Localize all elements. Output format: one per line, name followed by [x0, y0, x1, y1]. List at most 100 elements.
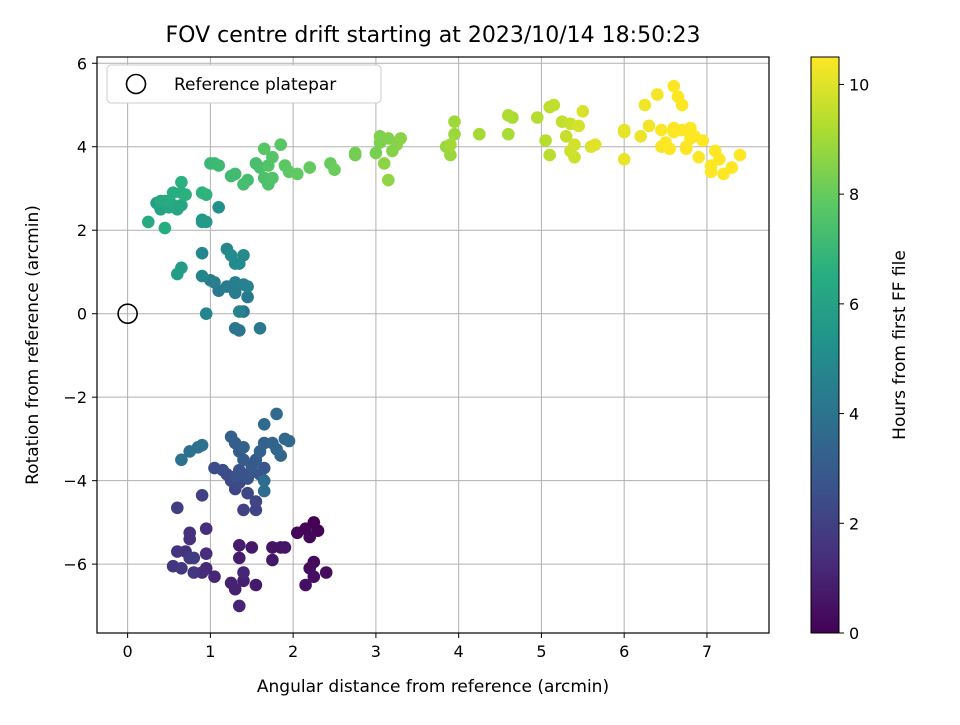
colorbar-tick-label: 2: [849, 514, 859, 533]
scatter-point: [543, 148, 556, 162]
scatter-point: [667, 79, 681, 93]
scatter-point: [617, 153, 631, 166]
colorbar-ticks: 0 2 4 6 8 10: [839, 75, 869, 643]
scatter-point: [224, 249, 238, 262]
scatter-point: [233, 257, 246, 270]
x-tick-label: 2: [288, 642, 298, 661]
scatter-point: [199, 547, 213, 560]
scatter-point: [142, 215, 155, 229]
scatter-point: [195, 489, 209, 502]
y-tick-label: −6: [63, 555, 87, 574]
y-tick-label: 6: [77, 54, 87, 73]
scatter-point: [299, 578, 312, 592]
scatter-point: [187, 566, 201, 579]
scatter-point: [444, 148, 457, 162]
scatter-point: [253, 322, 267, 335]
scatter-point: [291, 526, 304, 540]
scatter-point: [266, 553, 279, 567]
scatter-point: [241, 486, 254, 500]
scatter-point: [237, 441, 250, 454]
scatter-point: [448, 127, 461, 141]
scatter-point: [195, 269, 209, 283]
scatter-point: [249, 578, 263, 592]
scatter-point: [233, 305, 246, 318]
scatter-point: [233, 599, 246, 613]
x-axis-ticks: 0 1 2 3 4 5 6 7: [123, 633, 712, 661]
scatter-point: [679, 142, 693, 156]
scatter-point: [257, 418, 271, 431]
scatter-point: [179, 188, 192, 201]
scatter-point: [655, 123, 668, 137]
scatter-point: [278, 541, 292, 554]
colorbar-label: Hours from first FF file: [890, 250, 910, 440]
scatter-point: [208, 570, 221, 583]
scatter-point: [307, 570, 321, 583]
scatter-point: [382, 173, 395, 187]
scatter-point: [212, 201, 225, 214]
scatter-point: [675, 98, 689, 112]
plot-frame: [96, 56, 770, 634]
colorbar-tick-label: 6: [849, 295, 859, 314]
y-axis-label: Rotation from reference (arcmin): [23, 205, 43, 485]
scatter-point: [473, 127, 486, 141]
reference-platepar-marker: [117, 303, 138, 324]
scatter-point: [212, 159, 225, 172]
scatter-point: [568, 138, 581, 151]
scatter-point: [319, 566, 333, 579]
scatter-point: [257, 461, 271, 475]
scatter-point: [291, 167, 304, 181]
scatter-point: [175, 175, 188, 189]
scatter-point: [228, 322, 242, 335]
scatter-point: [195, 246, 209, 260]
y-tick-label: −2: [63, 388, 87, 407]
scatter-point: [642, 119, 656, 133]
scatter-point: [199, 307, 213, 321]
scatter-point: [158, 221, 172, 235]
scatter-point: [667, 125, 681, 139]
scatter-point: [696, 134, 710, 147]
y-tick-label: 0: [77, 305, 87, 324]
scatter-point: [394, 132, 408, 145]
scatter-point: [634, 130, 647, 143]
x-tick-label: 5: [536, 642, 546, 661]
scatter-point: [171, 545, 184, 558]
scatter-point: [502, 127, 515, 141]
scatter-point: [175, 562, 188, 575]
scatter-point: [266, 541, 279, 554]
legend-marker-icon: [125, 73, 147, 95]
scatter-point: [692, 150, 705, 164]
scatter-point: [303, 530, 317, 544]
scatter-point: [228, 167, 242, 181]
scatter-point: [539, 134, 552, 147]
scatter-point: [617, 125, 631, 139]
scatter-point: [547, 98, 561, 112]
scatter-point: [216, 463, 230, 477]
scatter-point: [282, 434, 296, 448]
scatter-point: [199, 188, 213, 201]
scatter-point: [576, 105, 590, 118]
scatter-point: [588, 138, 602, 151]
scatter-point: [369, 146, 383, 160]
x-tick-label: 0: [123, 642, 133, 661]
scatter-point: [572, 119, 585, 133]
scatter-point: [224, 576, 238, 590]
scatter-point: [233, 539, 246, 552]
scatter-point: [270, 407, 283, 421]
scatter-point: [638, 98, 652, 112]
x-tick-label: 3: [371, 642, 381, 661]
x-tick-label: 7: [702, 642, 712, 661]
scatter-point: [531, 111, 544, 124]
scatter-point: [233, 463, 246, 477]
scatter-point: [249, 495, 263, 508]
scatter-point: [175, 453, 188, 467]
scatter-point: [559, 130, 573, 143]
scatter-point: [224, 430, 238, 444]
scatter-point: [245, 541, 259, 554]
scatter-point: [199, 522, 213, 535]
colorbar-tick-label: 0: [849, 624, 859, 643]
scatter-point: [303, 161, 317, 174]
scatter-point: [183, 532, 196, 546]
scatter-point: [195, 438, 209, 452]
scatter-point: [266, 150, 279, 164]
